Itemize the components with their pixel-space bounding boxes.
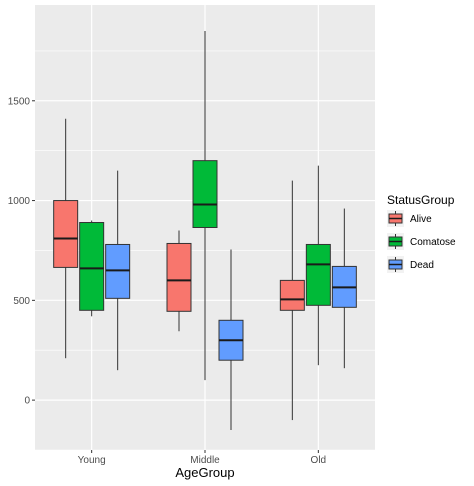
box-dead-old bbox=[331, 208, 357, 369]
box-alive-old bbox=[279, 180, 305, 421]
y-axis: 0 500 1000 1500 bbox=[8, 96, 35, 407]
legend: StatusGroup Alive Comatose Dead bbox=[387, 193, 456, 273]
box-dead-middle bbox=[218, 249, 244, 431]
box-iqr bbox=[79, 222, 105, 311]
box-comatose-old bbox=[305, 165, 331, 366]
box-iqr bbox=[279, 279, 305, 311]
box-iqr bbox=[192, 160, 218, 228]
x-tick-label: Young bbox=[78, 455, 106, 466]
box-iqr bbox=[166, 242, 192, 312]
legend-label: Alive bbox=[410, 214, 432, 225]
y-tick-label: 1500 bbox=[8, 96, 31, 107]
legend-label: Comatose bbox=[410, 237, 456, 248]
boxplot-series bbox=[53, 30, 357, 431]
x-tick-label: Middle bbox=[190, 455, 220, 466]
legend-item-alive: Alive bbox=[387, 210, 432, 227]
box-dead-young bbox=[105, 170, 131, 371]
x-axis: Young Middle Old bbox=[78, 450, 326, 466]
legend-item-dead: Dead bbox=[387, 256, 434, 273]
box-alive-middle bbox=[166, 230, 192, 332]
legend-item-comatose: Comatose bbox=[387, 233, 456, 250]
y-tick-label: 1000 bbox=[8, 196, 31, 207]
box-alive-young bbox=[53, 118, 79, 359]
legend-label: Dead bbox=[410, 260, 434, 271]
box-comatose-young bbox=[79, 220, 105, 317]
box-iqr bbox=[305, 243, 331, 306]
y-tick-label: 500 bbox=[13, 296, 30, 307]
x-tick-label: Old bbox=[311, 455, 327, 466]
x-axis-title: AgeGroup bbox=[175, 465, 234, 480]
box-comatose-middle bbox=[192, 30, 218, 381]
box-iqr bbox=[53, 200, 79, 268]
y-tick-label: 0 bbox=[24, 396, 30, 407]
legend-title: StatusGroup bbox=[387, 193, 455, 207]
